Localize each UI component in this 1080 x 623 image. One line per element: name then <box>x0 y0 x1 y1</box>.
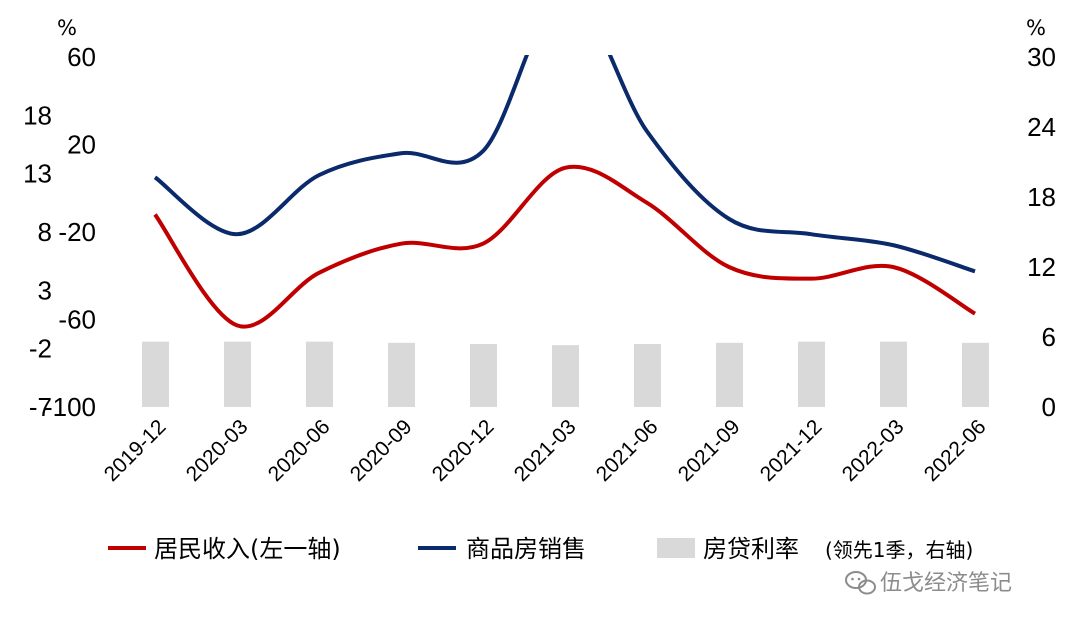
watermark: 伍戈经济笔记 <box>845 571 1012 596</box>
right-tick: 30 <box>1027 42 1056 72</box>
rate-bar <box>552 345 579 407</box>
rate-bar <box>716 342 743 407</box>
x-tick: 2020-12 <box>428 415 499 486</box>
x-tick: 2020-06 <box>264 415 335 486</box>
rate-bar <box>388 342 415 407</box>
watermark-text: 伍戈经济笔记 <box>880 571 1012 596</box>
rate-bar <box>798 341 825 407</box>
right-unit: % <box>1026 16 1046 40</box>
left-inner-tick: -20 <box>58 217 96 247</box>
rate-bars <box>142 341 989 407</box>
rate-bar <box>880 341 907 407</box>
x-tick: 2021-12 <box>756 415 827 486</box>
wechat-icon <box>845 571 876 595</box>
x-tick: 2022-03 <box>838 415 909 486</box>
legend-label-income: 居民收入(左一轴) <box>154 535 341 563</box>
series-lines <box>153 55 977 329</box>
x-tick: 2020-03 <box>182 415 253 486</box>
right-tick: 12 <box>1027 252 1056 282</box>
x-tick: 2021-03 <box>510 415 581 486</box>
legend-label-sales: 商品房销售 <box>466 535 586 563</box>
left-inner-tick: -100 <box>44 392 96 422</box>
x-axis-ticks: 2019-12 2020-03 2020-06 2020-09 2020-12 2021-… <box>100 415 991 486</box>
left-inner-axis-ticks: 60 20 -20 -60 -100 <box>44 42 96 422</box>
x-tick: 2022-06 <box>920 415 991 486</box>
left-outer-tick: 13 <box>23 159 52 189</box>
rate-bar <box>306 341 333 407</box>
left-outer-axis-ticks: 18 13 8 3 -2 -7 <box>23 100 52 422</box>
right-tick: 18 <box>1027 182 1056 212</box>
left-inner-tick: 60 <box>67 42 96 72</box>
rate-bar <box>470 344 497 407</box>
legend-note-rate: (领先1季，右轴) <box>825 538 973 562</box>
x-tick: 2019-12 <box>100 415 171 486</box>
rate-bar <box>962 342 989 407</box>
left-outer-tick: 8 <box>38 217 52 247</box>
legend-label-rate: 房贷利率 <box>703 535 799 563</box>
legend-swatch-rate <box>657 538 695 558</box>
rate-bar <box>142 341 169 407</box>
right-tick: 0 <box>1042 392 1056 422</box>
x-tick: 2020-09 <box>346 415 417 486</box>
right-tick: 6 <box>1042 322 1056 352</box>
left-inner-unit: % <box>57 16 77 40</box>
left-outer-tick: -2 <box>29 334 52 364</box>
right-axis-ticks: 30 24 18 12 6 0 <box>1027 42 1056 422</box>
left-outer-tick: 3 <box>38 275 52 305</box>
x-tick: 2021-06 <box>592 415 663 486</box>
left-inner-tick: 20 <box>67 130 96 160</box>
rate-bar <box>634 344 661 407</box>
income-line <box>153 164 977 329</box>
x-tick: 2021-09 <box>674 415 745 486</box>
right-tick: 24 <box>1027 112 1056 142</box>
sales-line <box>153 55 976 274</box>
left-outer-tick: 18 <box>23 100 52 130</box>
left-inner-tick: -60 <box>58 305 96 335</box>
left-outer-tick: -7 <box>29 392 52 422</box>
legend: 居民收入(左一轴) 商品房销售 房贷利率 (领先1季，右轴) <box>108 535 973 563</box>
rate-bar <box>224 341 251 407</box>
